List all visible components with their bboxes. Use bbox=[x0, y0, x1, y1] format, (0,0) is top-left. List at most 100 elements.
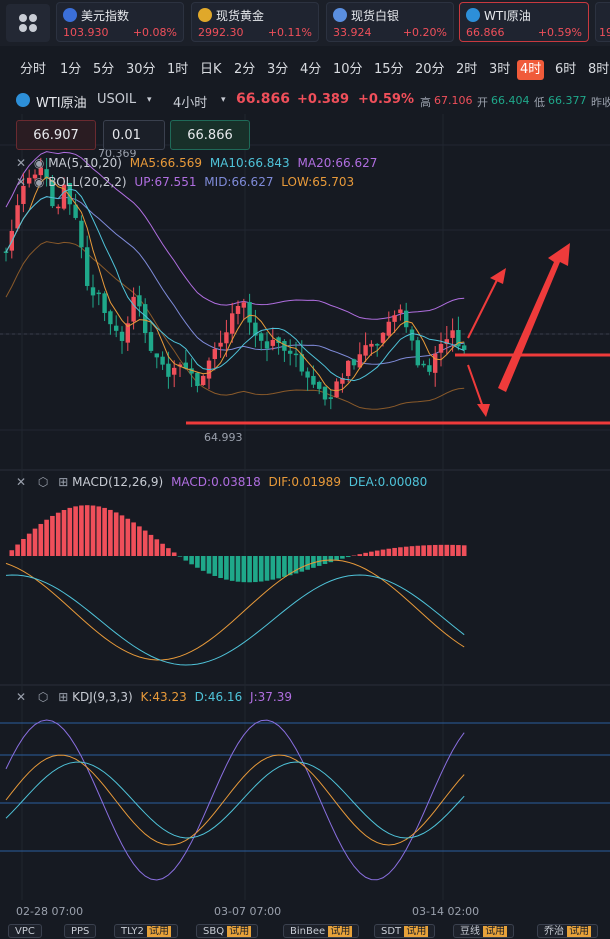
macd-label[interactable]: MACD(12,26,9) bbox=[72, 475, 163, 489]
candle-body bbox=[160, 357, 164, 365]
close-icon[interactable]: ✕ bbox=[16, 690, 26, 704]
tab-period[interactable]: 3时 bbox=[489, 60, 510, 80]
macd-legend: ✕ ⬡ ⊞ MACD(12,26,9) MACD:0.03818 DIF:0.0… bbox=[16, 475, 427, 489]
macd-bar bbox=[375, 551, 380, 556]
candle-body bbox=[155, 353, 159, 357]
sell-price-box[interactable]: 66.907 bbox=[16, 120, 96, 150]
eye-icon[interactable]: ◉ bbox=[34, 175, 44, 189]
dea-value: DEA:0.00080 bbox=[349, 475, 428, 489]
expand-icon[interactable]: ⊞ bbox=[58, 475, 68, 489]
tab-period[interactable]: 2时 bbox=[456, 60, 477, 80]
tab-period[interactable]: 2分 bbox=[234, 60, 255, 80]
candle-body bbox=[102, 293, 106, 313]
tab-period[interactable]: 1分 bbox=[60, 60, 81, 80]
tab-period[interactable]: 6时 bbox=[555, 60, 576, 80]
macd-bar bbox=[282, 556, 287, 577]
tab-indicator[interactable]: TLY2 试用 bbox=[114, 924, 178, 938]
interval-selector[interactable]: 4小时 bbox=[173, 92, 207, 111]
tab-period[interactable]: 1时 bbox=[167, 60, 188, 80]
candle-body bbox=[352, 359, 356, 365]
candle-body bbox=[427, 365, 431, 372]
ticker-name: 现货白银 bbox=[351, 7, 399, 24]
macd-bar bbox=[213, 556, 218, 576]
eye-icon[interactable]: ◉ bbox=[34, 156, 44, 170]
close-icon[interactable]: ✕ bbox=[16, 156, 26, 170]
tab-period[interactable]: 4分 bbox=[300, 60, 321, 80]
tab-period[interactable]: 分时 bbox=[20, 60, 46, 80]
macd-bar bbox=[56, 513, 61, 556]
tab-period[interactable]: 20分 bbox=[415, 60, 445, 80]
chevron-down-icon[interactable]: ▾ bbox=[147, 95, 152, 105]
oil-icon bbox=[16, 93, 30, 107]
macd-bar bbox=[247, 556, 252, 582]
ticker-card-silver[interactable]: 现货白银 33.924 +0.20% bbox=[326, 2, 454, 42]
lot-input[interactable]: 0.01 bbox=[103, 120, 165, 150]
arrow-down bbox=[468, 365, 484, 410]
candle-body bbox=[195, 373, 199, 386]
d-line bbox=[6, 762, 464, 838]
tab-label: 乔治 bbox=[544, 926, 564, 937]
tab-period[interactable]: 日K bbox=[200, 60, 222, 80]
candle-body bbox=[363, 345, 367, 355]
macd-bar bbox=[387, 549, 392, 556]
close-icon[interactable]: ✕ bbox=[16, 175, 26, 189]
macd-bar bbox=[346, 556, 351, 557]
tab-period[interactable]: 10分 bbox=[333, 60, 363, 80]
chevron-down-icon[interactable]: ▾ bbox=[221, 95, 226, 105]
tab-period[interactable]: 5分 bbox=[93, 60, 114, 80]
settings-icon[interactable]: ⬡ bbox=[38, 475, 48, 489]
kdj-label[interactable]: KDJ(9,3,3) bbox=[72, 690, 133, 704]
macd-bar bbox=[108, 510, 113, 556]
tab-indicator[interactable]: PPS bbox=[64, 924, 96, 938]
symbol-name[interactable]: WTI原油 bbox=[36, 92, 87, 111]
trial-badge: 试用 bbox=[567, 926, 591, 937]
macd-bar bbox=[439, 545, 444, 556]
symbol-code[interactable]: USOIL bbox=[97, 92, 136, 107]
expand-icon[interactable]: ⊞ bbox=[58, 690, 68, 704]
buy-price-box[interactable]: 66.866 bbox=[170, 120, 250, 150]
ticker-card-wti[interactable]: WTI原油 66.866 +0.59% bbox=[459, 2, 589, 42]
arrow-up-small bbox=[468, 274, 500, 338]
macd-bar bbox=[218, 556, 223, 578]
candle-body bbox=[450, 330, 454, 338]
candle-body bbox=[404, 311, 408, 328]
macd-bar bbox=[340, 556, 345, 559]
tab-indicator[interactable]: SDT 试用 bbox=[374, 924, 435, 938]
price-percent: +0.59% bbox=[358, 92, 414, 107]
settings-icon[interactable]: ⬡ bbox=[38, 690, 48, 704]
tab-indicator[interactable]: SBQ 试用 bbox=[196, 924, 258, 938]
tab-indicator[interactable]: 乔治 试用 bbox=[537, 924, 598, 938]
boll-label[interactable]: BOLL(20,2,2) bbox=[48, 175, 126, 189]
ticker-card-overflow[interactable]: 19 bbox=[595, 2, 610, 42]
ma-label[interactable]: MA(5,10,20) bbox=[48, 156, 122, 170]
tab-period-active[interactable]: 4时 bbox=[517, 60, 544, 80]
tab-period[interactable]: 8时 bbox=[588, 60, 609, 80]
tab-indicator[interactable]: 豆线 试用 bbox=[453, 924, 514, 938]
macd-bar bbox=[207, 556, 212, 574]
ticker-price: 33.924 bbox=[333, 26, 372, 39]
boll-mid-value: MID:66.627 bbox=[204, 175, 273, 189]
macd-bar bbox=[137, 526, 142, 556]
candle-body bbox=[439, 344, 443, 353]
tab-indicator[interactable]: BinBee 试用 bbox=[283, 924, 359, 938]
high-value: 67.106 bbox=[434, 94, 473, 107]
candle-body bbox=[387, 322, 391, 336]
macd-bar bbox=[79, 505, 84, 556]
candle-body bbox=[305, 371, 309, 377]
ticker-card-gold[interactable]: 现货黄金 2992.30 +0.11% bbox=[191, 2, 319, 42]
close-icon[interactable]: ✕ bbox=[16, 475, 26, 489]
macd-bar bbox=[305, 556, 310, 570]
arrow-up-large bbox=[498, 243, 570, 392]
boll-legend: ✕ ◉ BOLL(20,2,2) UP:67.551 MID:66.627 LO… bbox=[16, 175, 354, 189]
macd-bar bbox=[120, 515, 125, 556]
tab-period[interactable]: 30分 bbox=[126, 60, 156, 80]
menu-grid-button[interactable] bbox=[6, 4, 50, 42]
ticker-card-dxy[interactable]: 美元指数 103.930 +0.08% bbox=[56, 2, 184, 42]
ma20-value: MA20:66.627 bbox=[298, 156, 378, 170]
macd-value: MACD:0.03818 bbox=[171, 475, 261, 489]
tab-period[interactable]: 3分 bbox=[267, 60, 288, 80]
macd-bar bbox=[433, 545, 438, 556]
tab-indicator[interactable]: VPC bbox=[8, 924, 42, 938]
tab-period[interactable]: 15分 bbox=[374, 60, 404, 80]
